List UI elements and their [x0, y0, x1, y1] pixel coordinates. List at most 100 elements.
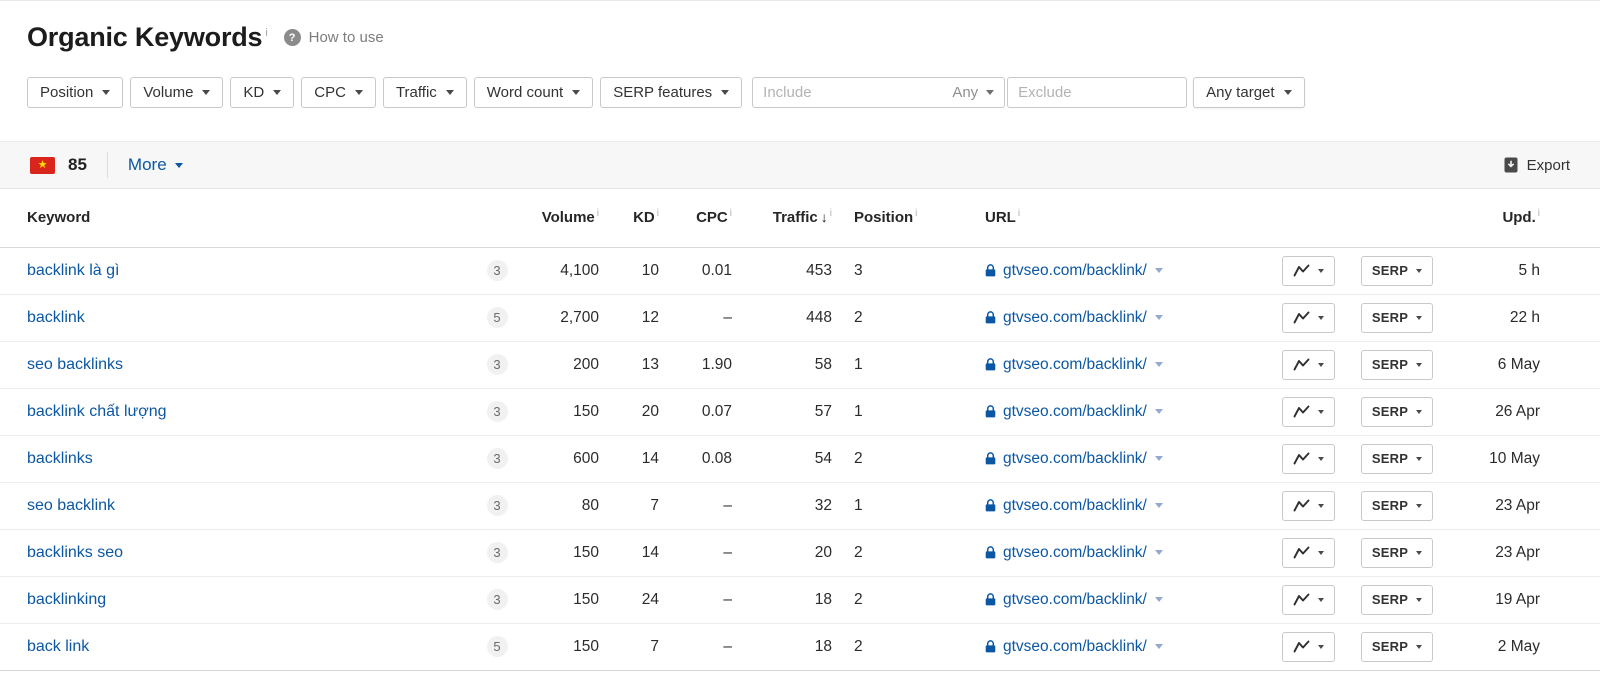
lock-icon	[985, 358, 996, 371]
export-button[interactable]: Export	[1504, 157, 1570, 174]
cpc-cell: –	[659, 529, 732, 577]
serp-button-label: SERP	[1371, 451, 1409, 466]
url-link[interactable]: gtvseo.com/backlink/	[1003, 308, 1147, 326]
kd-cell: 20	[599, 388, 659, 436]
column-header-traffic[interactable]: Traffic ↓ i	[732, 189, 832, 248]
column-header-keyword[interactable]: Keyword	[0, 189, 475, 248]
position-history-chart-button[interactable]	[1282, 302, 1335, 333]
serp-cell: SERP	[1347, 388, 1447, 436]
kd-cell: 14	[599, 435, 659, 483]
url-link[interactable]: gtvseo.com/backlink/	[1003, 261, 1147, 279]
position-history-chart-button[interactable]	[1282, 396, 1335, 427]
url-dropdown-caret[interactable]	[1154, 409, 1163, 414]
keyword-link[interactable]: seo backlinks	[27, 355, 124, 373]
filter-kd-label: KD	[243, 84, 265, 101]
position-history-chart-button[interactable]	[1282, 490, 1335, 521]
chevron-down-icon	[1318, 456, 1324, 461]
serp-button[interactable]: SERP	[1360, 302, 1434, 333]
filter-position-button[interactable]: Position	[27, 77, 124, 108]
serp-button-label: SERP	[1371, 545, 1409, 560]
serp-button-label: SERP	[1371, 498, 1409, 513]
keyword-link[interactable]: backlinking	[27, 590, 107, 608]
url-dropdown-caret[interactable]	[1154, 315, 1163, 320]
url-link[interactable]: gtvseo.com/backlink/	[1003, 590, 1147, 608]
serp-button[interactable]: SERP	[1360, 631, 1434, 662]
keyword-count-badge: 3	[486, 448, 508, 469]
keyword-link[interactable]: seo backlink	[27, 496, 116, 514]
updated-cell: 19 Apr	[1447, 576, 1600, 624]
column-header-updated[interactable]: Upd. i	[1447, 189, 1600, 248]
keyword-count-badge: 3	[486, 542, 508, 563]
filter-cpc-button[interactable]: CPC	[301, 77, 376, 108]
filter-traffic-button[interactable]: Traffic	[382, 77, 467, 108]
keyword-link[interactable]: back link	[27, 637, 90, 655]
position-history-chart-button[interactable]	[1282, 443, 1335, 474]
column-header-chart	[1270, 189, 1347, 248]
url-link[interactable]: gtvseo.com/backlink/	[1003, 543, 1147, 561]
kd-cell: 12	[599, 294, 659, 342]
kd-cell: 10	[599, 247, 659, 295]
country-tab-vietnam[interactable]: ★ 85	[30, 155, 87, 175]
url-link[interactable]: gtvseo.com/backlink/	[1003, 496, 1147, 514]
url-link[interactable]: gtvseo.com/backlink/	[1003, 637, 1147, 655]
chevron-down-icon	[1318, 503, 1324, 508]
position-history-chart-button[interactable]	[1282, 349, 1335, 380]
position-cell: 2	[832, 623, 952, 671]
keyword-cell: backlinks seo	[0, 529, 475, 577]
serp-button[interactable]: SERP	[1360, 349, 1434, 380]
page-title: Organic Keywords i	[27, 21, 268, 59]
position-history-chart-button[interactable]	[1282, 584, 1335, 615]
serp-button[interactable]: SERP	[1360, 443, 1434, 474]
column-header-volume[interactable]: Volume i	[519, 189, 599, 248]
keyword-cell: backlink chất lượng	[0, 388, 475, 436]
filter-kd-button[interactable]: KD	[230, 77, 295, 108]
any-target-button[interactable]: Any target	[1193, 77, 1305, 108]
column-header-position[interactable]: Position i	[832, 189, 952, 248]
url-dropdown-caret[interactable]	[1154, 644, 1163, 649]
url-link[interactable]: gtvseo.com/backlink/	[1003, 449, 1147, 467]
keyword-table-row: backlinks 3 600 14 0.08 54 2 gtvseo.com/…	[0, 435, 1600, 483]
filter-volume-button[interactable]: Volume	[130, 77, 224, 108]
url-dropdown-caret[interactable]	[1154, 268, 1163, 273]
serp-button[interactable]: SERP	[1360, 396, 1434, 427]
filter-word-count-button[interactable]: Word count	[473, 77, 594, 108]
position-history-chart-button[interactable]	[1282, 255, 1335, 286]
serp-cell: SERP	[1347, 576, 1447, 624]
kd-cell: 13	[599, 341, 659, 389]
url-link[interactable]: gtvseo.com/backlink/	[1003, 402, 1147, 420]
info-mark: i	[656, 208, 659, 220]
url-dropdown-caret[interactable]	[1154, 456, 1163, 461]
serp-button[interactable]: SERP	[1360, 255, 1434, 286]
how-to-use-link[interactable]: ? How to use	[283, 29, 384, 46]
position-cell: 2	[832, 576, 952, 624]
lock-icon	[985, 593, 996, 606]
include-input[interactable]	[763, 84, 945, 101]
cpc-cell: –	[659, 294, 732, 342]
url-dropdown-caret[interactable]	[1154, 362, 1163, 367]
keyword-link[interactable]: backlink là gì	[27, 261, 120, 279]
column-header-url[interactable]: URL i	[952, 189, 1270, 248]
column-header-kd[interactable]: KD i	[599, 189, 659, 248]
include-mode-select[interactable]: Any	[944, 84, 995, 101]
keyword-header-label: Keyword	[27, 209, 91, 227]
position-history-chart-button[interactable]	[1282, 537, 1335, 568]
keyword-link[interactable]: backlink chất lượng	[27, 402, 167, 420]
serp-button[interactable]: SERP	[1360, 584, 1434, 615]
keyword-link[interactable]: backlinks seo	[27, 543, 124, 561]
exclude-input[interactable]	[1018, 84, 1177, 101]
serp-button[interactable]: SERP	[1360, 537, 1434, 568]
url-dropdown-caret[interactable]	[1154, 597, 1163, 602]
serp-button[interactable]: SERP	[1360, 490, 1434, 521]
line-chart-icon	[1293, 640, 1310, 653]
volume-cell: 150	[519, 388, 599, 436]
column-header-cpc[interactable]: CPC i	[659, 189, 732, 248]
filter-serp-features-button[interactable]: SERP features	[600, 77, 743, 108]
updated-cell: 6 May	[1447, 341, 1600, 389]
keyword-link[interactable]: backlinks	[27, 449, 93, 467]
url-dropdown-caret[interactable]	[1154, 550, 1163, 555]
keyword-link[interactable]: backlink	[27, 308, 85, 326]
position-history-chart-button[interactable]	[1282, 631, 1335, 662]
url-dropdown-caret[interactable]	[1154, 503, 1163, 508]
url-link[interactable]: gtvseo.com/backlink/	[1003, 355, 1147, 373]
more-dropdown[interactable]: More	[128, 155, 183, 175]
